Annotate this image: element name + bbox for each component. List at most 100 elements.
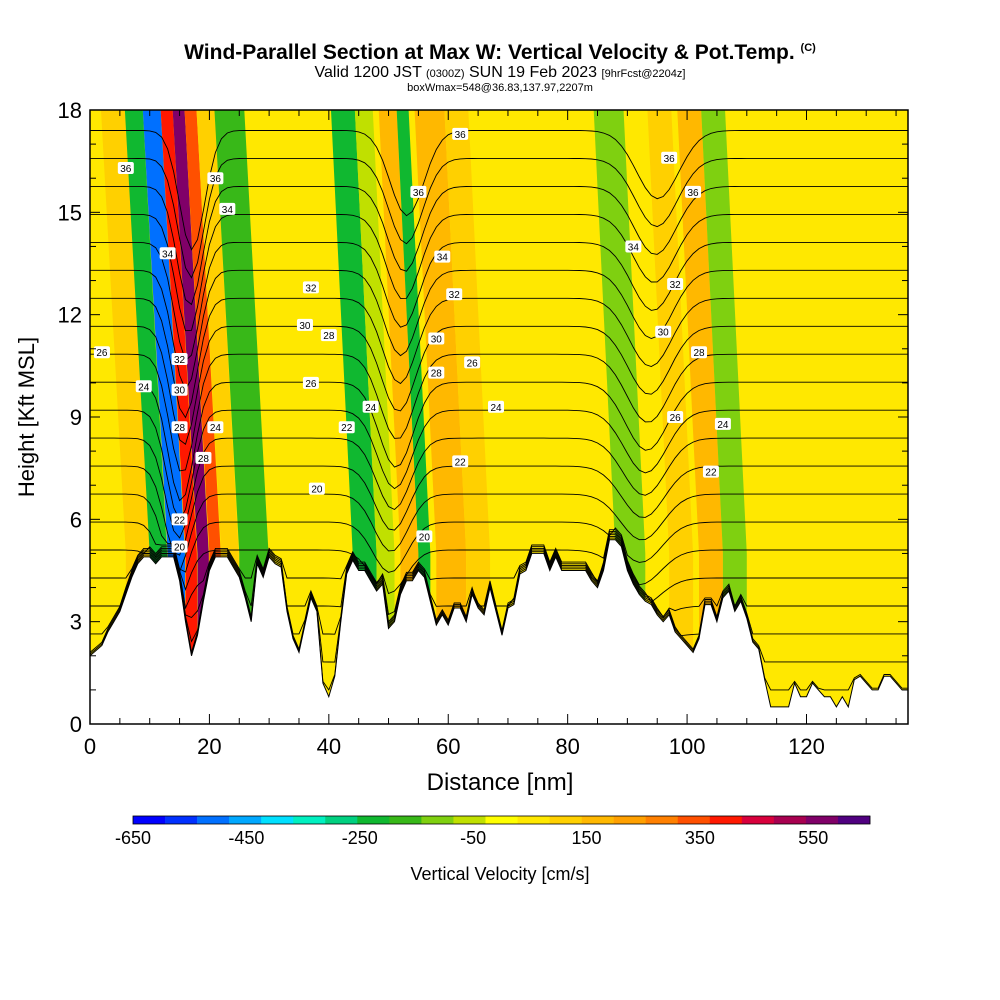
theta-contour-label: 36 xyxy=(410,185,427,199)
y-tick-label: 0 xyxy=(70,712,82,737)
velocity-band xyxy=(701,110,747,724)
contour-label-text: 24 xyxy=(717,420,729,431)
colorbar-swatch xyxy=(261,816,294,824)
contour-label-box xyxy=(308,482,325,495)
velocity-band xyxy=(160,110,198,724)
contour-label-box xyxy=(691,346,708,359)
colorbar-label: Vertical Velocity [cm/s] xyxy=(410,864,589,884)
x-tick-label: 80 xyxy=(555,734,579,759)
contour-label-box xyxy=(171,353,188,366)
theta-contour-line xyxy=(90,325,908,445)
contour-label-text: 24 xyxy=(138,382,150,393)
theta-contour-labels: 36 26 24 34 32 30 28 22 20 36 34 24 28 32 30 28 26 22 20 24… xyxy=(93,127,731,554)
contour-label-box xyxy=(171,421,188,434)
theta-contour-line xyxy=(90,493,908,574)
theta-contour-label: 24 xyxy=(362,400,379,414)
contour-label-box xyxy=(93,346,110,359)
contour-label-box xyxy=(464,356,481,369)
contour-label-text: 30 xyxy=(299,321,311,332)
theta-contour-label: 36 xyxy=(661,151,678,165)
contour-label-text: 20 xyxy=(311,485,323,496)
colorbar-swatch xyxy=(293,816,326,824)
theta-contour-line xyxy=(90,213,908,332)
colorbar-swatch xyxy=(709,816,743,824)
box-wmax-line: boxWmax=548@36.83,137.97,2207m xyxy=(407,82,593,94)
contour-label-box xyxy=(428,332,445,345)
colorbar-frame xyxy=(132,815,871,825)
title-main: Wind-Parallel Section at Max W: Vertical… xyxy=(184,41,795,64)
theta-contour-label: 26 xyxy=(302,376,319,390)
contour-label-box xyxy=(171,513,188,526)
theta-contour-line xyxy=(90,353,908,472)
theta-contour-label: 32 xyxy=(302,281,319,294)
colorbar-swatch xyxy=(389,816,422,824)
contour-label-text: 30 xyxy=(431,335,443,346)
velocity-band xyxy=(677,110,723,724)
theta-contour-label: 34 xyxy=(434,250,451,264)
contour-label-text: 32 xyxy=(305,283,317,294)
contour-label-text: 22 xyxy=(705,468,717,479)
contour-label-box xyxy=(434,250,451,263)
contour-label-box xyxy=(296,318,313,331)
theta-contour-line xyxy=(90,534,908,643)
valid-time-line: Valid 1200 JST (0300Z) SUN 19 Feb 2023 [… xyxy=(0,65,1000,82)
y-tick-label: 6 xyxy=(70,507,82,532)
theta-contour-label: 34 xyxy=(219,202,236,216)
theta-contour-label: 24 xyxy=(135,380,152,393)
theta-contour-label: 26 xyxy=(464,356,481,369)
theta-contour-label: 24 xyxy=(207,421,224,434)
colorbar-swatch xyxy=(357,816,390,824)
theta-contour-label: 30 xyxy=(171,383,188,397)
velocity-band xyxy=(354,110,395,724)
theta-contour-label: 36 xyxy=(685,185,702,199)
theta-contour-label: 36 xyxy=(452,127,469,141)
colorbar: -650 -450 -250 -50 150 350 550 xyxy=(115,815,871,848)
contour-label-text: 22 xyxy=(341,423,353,434)
velocity-band xyxy=(593,110,646,724)
contour-label-text: 28 xyxy=(323,331,335,342)
contour-label-text: 36 xyxy=(455,130,467,141)
colorbar-tick-label: -250 xyxy=(342,828,378,848)
contour-label-text: 26 xyxy=(96,348,108,359)
contour-label-text: 36 xyxy=(413,188,425,199)
theta-contour-label: 22 xyxy=(171,513,188,526)
theta-contour-line xyxy=(90,241,908,362)
theta-contour-label: 24 xyxy=(714,417,731,431)
theta-contour-label: 32 xyxy=(171,353,188,366)
y-axis-label: Height [Kft MSL] xyxy=(14,337,39,497)
theta-contour-label: 22 xyxy=(338,421,355,434)
colorbar-tick-label: 550 xyxy=(798,828,828,848)
colorbar-tick-label: -650 xyxy=(115,828,151,848)
contour-label-box xyxy=(117,161,134,174)
valid-prefix: Valid 1200 JST xyxy=(314,64,422,81)
contour-label-box xyxy=(667,277,684,290)
contour-label-text: 26 xyxy=(670,413,682,424)
theta-contour-label: 34 xyxy=(625,240,642,253)
colorbar-swatch xyxy=(197,816,230,824)
colorbar-swatch xyxy=(325,816,358,824)
x-tick-label: 40 xyxy=(317,734,341,759)
theta-contour-line xyxy=(90,529,908,595)
contour-label-box xyxy=(685,185,702,198)
contour-label-box xyxy=(302,281,319,294)
contour-label-text: 28 xyxy=(431,369,443,380)
colorbar-swatch xyxy=(805,816,839,824)
valid-date: SUN 19 Feb 2023 xyxy=(469,64,598,81)
y-tick-label: 9 xyxy=(70,405,82,430)
theta-contour-line xyxy=(90,465,908,556)
colorbar-swatch xyxy=(549,816,582,824)
contour-label-box xyxy=(416,530,433,543)
theta-contour-line xyxy=(90,381,908,502)
contour-label-box xyxy=(702,465,719,478)
velocity-band xyxy=(172,110,210,724)
contour-label-text: 20 xyxy=(419,532,431,543)
theta-contour-label: 26 xyxy=(93,346,110,359)
colorbar-swatch xyxy=(421,816,454,824)
x-tick-label: 100 xyxy=(669,734,706,759)
theta-contour-label: 22 xyxy=(452,455,469,468)
contour-label-box xyxy=(714,417,731,430)
contour-label-text: 28 xyxy=(174,423,186,434)
contour-label-box xyxy=(207,421,224,434)
contour-label-box xyxy=(488,400,505,413)
